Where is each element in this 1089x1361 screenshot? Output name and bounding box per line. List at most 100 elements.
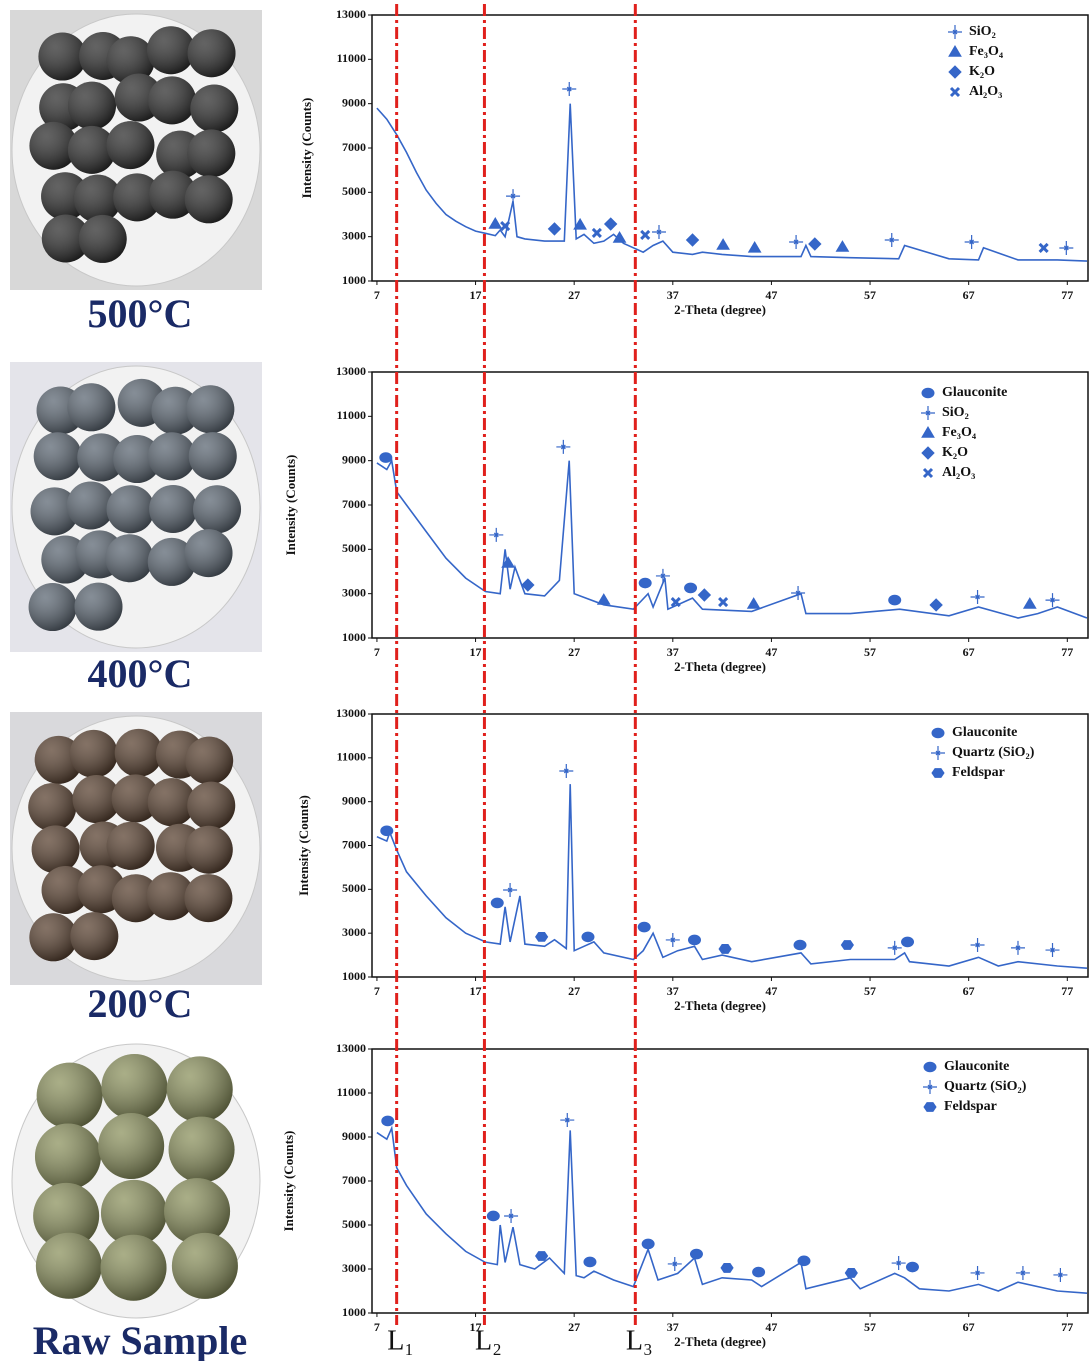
marker	[381, 826, 393, 836]
marker	[921, 406, 935, 420]
marker	[689, 935, 701, 945]
x-tick-label: 57	[864, 645, 876, 659]
marker	[491, 898, 503, 908]
legend-label: Al₂O₃	[942, 465, 975, 480]
marker	[931, 746, 945, 760]
y-tick-label: 3000	[342, 1261, 366, 1275]
pellet-shade	[167, 1056, 233, 1122]
x-tick-label: 47	[765, 645, 777, 659]
marker	[642, 1239, 654, 1249]
y-tick-label: 7000	[342, 140, 366, 154]
marker	[906, 1262, 918, 1272]
marker	[605, 218, 617, 230]
y-tick-label: 7000	[342, 837, 366, 851]
legend-label: K₂O	[969, 64, 995, 79]
y-tick-label: 11000	[337, 1085, 366, 1099]
pellet-shade	[193, 485, 241, 533]
marker	[556, 440, 570, 454]
x-tick-label: 77	[1061, 984, 1073, 998]
pellet-shade	[187, 129, 235, 177]
x-tick-label: 37	[667, 1320, 679, 1334]
x-axis-label: 2-Theta (degree)	[674, 302, 766, 317]
x-tick-label: 17	[470, 984, 482, 998]
pellet-shade	[189, 432, 237, 480]
marker	[503, 883, 517, 897]
y-tick-label: 9000	[342, 95, 366, 109]
marker	[889, 595, 901, 605]
marker	[749, 242, 761, 252]
y-tick-label: 3000	[342, 585, 366, 599]
reference-label: L₂	[475, 1325, 502, 1356]
marker	[536, 932, 548, 941]
x-axis-label: 2-Theta (degree)	[674, 659, 766, 674]
marker	[559, 764, 573, 778]
pellet-shade	[29, 583, 77, 631]
marker	[836, 241, 848, 251]
legend-label: Fe₃O₄	[942, 425, 977, 440]
pellet-shade	[68, 82, 116, 130]
y-axis-label: Intensity (Counts)	[283, 455, 298, 556]
x-tick-label: 37	[667, 984, 679, 998]
marker	[1046, 593, 1060, 607]
marker	[932, 769, 944, 778]
x-tick-label: 77	[1061, 288, 1073, 302]
marker	[971, 938, 985, 952]
marker	[562, 82, 576, 96]
marker	[753, 1267, 765, 1277]
pellet-shade	[101, 1235, 167, 1301]
pellet-shade	[36, 1233, 102, 1299]
pellet-shade	[37, 1063, 103, 1129]
x-tick-label: 27	[568, 1320, 580, 1334]
x-tick-label: 47	[765, 1320, 777, 1334]
y-tick-label: 11000	[337, 51, 366, 65]
reference-label: L₃	[626, 1325, 653, 1356]
marker	[922, 427, 934, 437]
x-tick-label: 27	[568, 984, 580, 998]
marker	[789, 235, 803, 249]
marker	[656, 569, 670, 583]
pellet-shade	[29, 913, 77, 961]
y-tick-label: 7000	[342, 1173, 366, 1187]
marker	[598, 594, 610, 604]
pellet-shade	[107, 822, 155, 870]
marker	[638, 922, 650, 932]
y-tick-label: 7000	[342, 497, 366, 511]
marker	[885, 233, 899, 247]
y-tick-label: 5000	[342, 881, 366, 895]
marker	[560, 1113, 574, 1127]
photo	[10, 10, 262, 290]
pellet-shade	[186, 385, 234, 433]
x-tick-label: 57	[864, 1320, 876, 1334]
y-tick-label: 9000	[342, 793, 366, 807]
marker	[965, 235, 979, 249]
pellet-shade	[169, 1117, 235, 1183]
x-tick-label: 47	[765, 984, 777, 998]
pellet-shade	[190, 84, 238, 132]
legend-label: Glauconite	[952, 725, 1017, 740]
marker	[1053, 1268, 1067, 1282]
reference-label: L₁	[387, 1325, 414, 1356]
marker	[593, 229, 601, 237]
marker	[487, 1211, 499, 1221]
legend-label: SiO₂	[942, 405, 969, 420]
marker	[922, 447, 934, 459]
marker	[841, 941, 853, 950]
y-tick-label: 5000	[342, 184, 366, 198]
marker	[666, 933, 680, 947]
x-tick-label: 67	[963, 288, 975, 302]
legend-label: Quartz (SiO₂)	[944, 1079, 1027, 1094]
x-tick-label: 47	[765, 288, 777, 302]
x-tick-label: 17	[470, 645, 482, 659]
pellet-shade	[172, 1233, 238, 1299]
x-tick-label: 7	[374, 1320, 380, 1334]
y-tick-label: 3000	[342, 228, 366, 242]
x-tick-label: 77	[1061, 645, 1073, 659]
marker	[687, 234, 699, 246]
x-axis-label: 2-Theta (degree)	[674, 1334, 766, 1349]
marker	[1016, 1266, 1030, 1280]
figure: 500°C10003000500070009000110001300071727…	[0, 0, 1089, 1361]
photo-caption: Raw Sample	[33, 1318, 247, 1361]
marker	[721, 1263, 733, 1272]
